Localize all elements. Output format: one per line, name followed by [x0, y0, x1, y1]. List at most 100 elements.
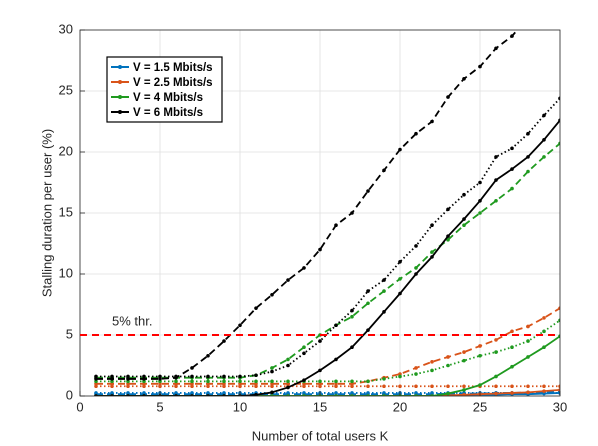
marker — [542, 389, 546, 393]
marker — [174, 384, 178, 389]
marker — [494, 374, 498, 379]
marker — [334, 384, 338, 389]
marker — [446, 391, 450, 396]
series-line — [96, 335, 560, 396]
marker — [542, 329, 546, 334]
marker — [382, 289, 386, 293]
marker — [382, 384, 386, 389]
marker — [446, 363, 450, 368]
marker — [526, 324, 530, 329]
marker — [430, 360, 434, 364]
x-tick-label: 10 — [233, 399, 247, 414]
marker — [350, 384, 354, 389]
marker — [494, 338, 498, 342]
marker — [350, 379, 354, 384]
marker — [382, 310, 386, 314]
marker — [94, 374, 98, 379]
marker — [270, 394, 274, 396]
marker — [126, 374, 130, 379]
marker — [174, 391, 178, 395]
marker — [414, 384, 418, 389]
marker — [478, 344, 482, 348]
marker — [302, 391, 306, 395]
marker — [366, 384, 370, 389]
marker — [350, 345, 354, 350]
marker — [286, 363, 290, 368]
marker — [286, 385, 290, 390]
marker — [350, 394, 354, 396]
marker — [414, 394, 418, 396]
marker — [238, 323, 242, 328]
marker — [334, 223, 338, 227]
legend-marker — [118, 65, 122, 69]
marker — [414, 366, 418, 370]
marker — [110, 394, 114, 396]
marker — [318, 379, 322, 384]
marker — [494, 391, 498, 396]
marker — [350, 391, 354, 395]
marker — [462, 358, 466, 363]
marker — [494, 350, 498, 354]
marker — [174, 379, 178, 384]
x-tick-label: 20 — [393, 399, 407, 414]
marker — [414, 372, 418, 376]
marker — [462, 350, 466, 354]
marker — [142, 374, 146, 379]
marker — [366, 379, 370, 384]
marker — [254, 306, 258, 310]
marker — [478, 211, 482, 215]
marker — [542, 316, 546, 320]
marker — [414, 244, 418, 248]
series-line — [96, 97, 560, 378]
marker — [334, 394, 338, 396]
lines — [94, 30, 560, 396]
marker — [302, 351, 306, 356]
marker — [478, 199, 482, 203]
marker — [430, 223, 434, 227]
y-tick-label: 30 — [59, 21, 73, 36]
legend-label: V = 2.5 Mbits/s — [133, 77, 213, 89]
marker — [286, 394, 290, 396]
marker — [158, 374, 162, 379]
marker — [302, 266, 306, 270]
y-tick-label: 5 — [66, 326, 73, 341]
marker — [542, 113, 546, 118]
marker — [510, 364, 514, 369]
marker — [238, 379, 242, 384]
marker — [382, 168, 386, 173]
marker — [286, 278, 290, 282]
marker — [526, 155, 530, 159]
marker — [286, 357, 290, 362]
marker — [478, 353, 482, 358]
marker — [446, 384, 450, 389]
marker — [430, 391, 434, 395]
legend-marker — [118, 80, 122, 84]
x-tick-label: 0 — [76, 399, 83, 414]
y-tick-label: 0 — [66, 387, 73, 402]
threshold-label: 5% thr. — [112, 313, 152, 328]
marker — [462, 388, 466, 392]
marker — [446, 207, 450, 212]
marker — [366, 289, 370, 293]
marker — [494, 46, 498, 51]
marker — [142, 391, 146, 395]
marker — [542, 138, 546, 142]
series-line — [96, 389, 560, 396]
marker — [382, 278, 386, 282]
marker — [414, 131, 418, 136]
marker — [478, 180, 482, 185]
marker — [350, 308, 354, 313]
marker — [302, 345, 306, 350]
y-tick-label: 25 — [59, 82, 73, 97]
x-tick-label: 30 — [553, 399, 567, 414]
marker — [110, 374, 114, 379]
marker — [94, 391, 98, 395]
marker — [222, 391, 226, 395]
y-tick-label: 20 — [59, 143, 73, 158]
x-axis-label: Number of total users K — [252, 428, 389, 443]
marker — [270, 390, 274, 395]
legend-label: V = 6 Mbits/s — [133, 107, 203, 119]
marker — [158, 384, 162, 389]
marker — [222, 394, 226, 396]
